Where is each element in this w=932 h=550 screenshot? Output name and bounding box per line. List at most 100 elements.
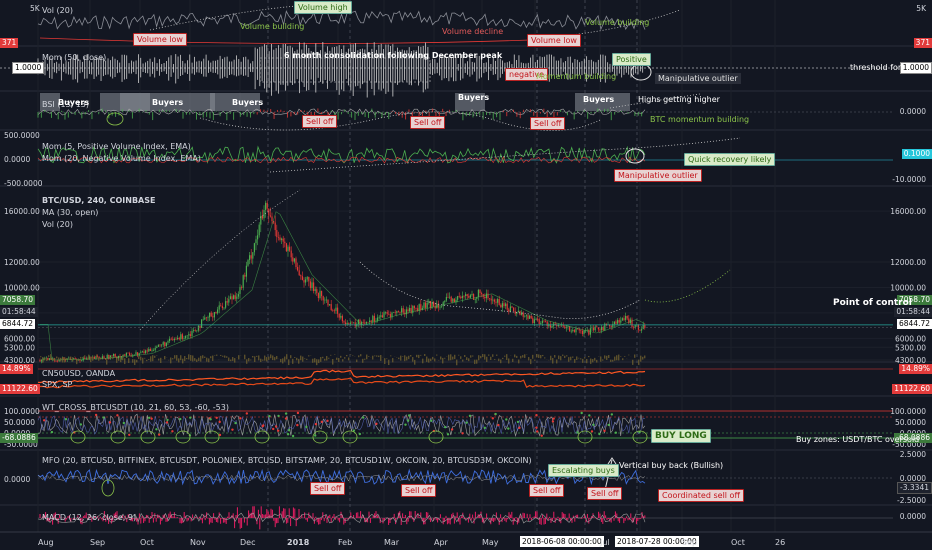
price-volume-bar — [128, 358, 130, 364]
price-volume-bar — [320, 357, 322, 362]
price-candle — [410, 307, 412, 313]
price-candle — [253, 243, 255, 253]
price-volume-bar — [136, 359, 138, 363]
price-volume-bar — [550, 355, 552, 361]
price-tick-right: 12000.00 — [890, 258, 926, 267]
price-volume-bar — [414, 359, 416, 365]
wt-cross-dot — [540, 434, 543, 437]
wt-cross-dot — [461, 432, 464, 435]
wt-cross-dot — [491, 417, 495, 420]
price-candle — [97, 356, 99, 357]
price-candle — [295, 258, 297, 268]
price-candle — [225, 301, 227, 308]
price-candle — [359, 319, 361, 325]
wt-cross-dot — [638, 431, 641, 434]
price-volume-bar — [58, 357, 60, 361]
price-volume-bar — [204, 356, 206, 358]
price-volume-bar — [196, 359, 198, 362]
price-volume-bar — [40, 356, 42, 358]
price-candle — [530, 315, 532, 319]
wt-cross-dot — [157, 433, 161, 436]
wt-cross-dot — [610, 413, 614, 416]
price-candle — [157, 344, 159, 347]
price-candle — [612, 324, 614, 327]
price-candle — [311, 282, 313, 289]
price-volume-bar — [338, 358, 340, 362]
price-candle — [433, 302, 435, 307]
price-volume-bar — [442, 357, 444, 364]
price-volume-bar — [126, 356, 128, 358]
xtick-feb: Feb — [338, 538, 353, 547]
price-candle — [604, 323, 606, 331]
price-candle — [455, 299, 457, 303]
price-candle — [597, 327, 599, 330]
price-candle — [111, 355, 113, 357]
price-candle — [535, 319, 537, 320]
ann-threshold: threshold for — [850, 63, 902, 72]
wt-cross-dot — [450, 428, 454, 431]
price-candle — [57, 360, 59, 362]
price-candle — [413, 305, 415, 309]
price-candle — [479, 289, 481, 294]
price-candle — [505, 303, 507, 307]
price-volume-bar — [90, 356, 92, 363]
price-volume-bar — [488, 354, 490, 356]
price-candle — [372, 315, 374, 323]
price-volume-bar — [398, 357, 400, 360]
wt-cross-dot — [607, 423, 610, 427]
xtick-apr: Apr — [434, 538, 448, 547]
price-candle — [313, 282, 315, 291]
price-volume-bar — [198, 357, 200, 362]
price-volume-bar — [246, 359, 248, 364]
price-candle — [522, 312, 524, 317]
price-candle — [449, 296, 451, 298]
price-volume-bar — [114, 356, 116, 358]
price-volume-bar — [130, 355, 132, 357]
mfo-title: MFO (20, BTCUSD, BITFINEX, BTCUSDT, POLO… — [42, 456, 532, 465]
price-candle — [458, 296, 460, 297]
price-candle — [39, 359, 41, 362]
price-candle — [221, 306, 223, 309]
ma-line — [40, 211, 645, 361]
price-volume-bar — [410, 355, 412, 357]
ann-positive: Positive — [612, 53, 651, 66]
price-candle — [393, 312, 395, 313]
price-candle — [549, 324, 551, 328]
price-candle — [642, 324, 644, 330]
price-candle — [401, 308, 403, 313]
price-volume-bar — [202, 355, 204, 359]
price-candle — [380, 315, 382, 317]
price-volume-bar — [194, 358, 196, 361]
price-candle — [245, 265, 247, 277]
price-volume-bar — [256, 355, 258, 357]
wt-cross-dot — [284, 417, 288, 420]
price-candle — [133, 354, 135, 356]
price-volume-bar — [582, 358, 584, 363]
price-candle — [209, 312, 211, 318]
wt-cross-dot — [518, 426, 521, 430]
price-volume-bar — [420, 354, 422, 356]
price-candle — [114, 354, 116, 358]
mom-title: Mom (50, close) — [42, 53, 107, 62]
price-candle — [586, 329, 588, 331]
price-volume-bar — [440, 356, 442, 360]
price-tick-left: 6000.00 — [4, 334, 35, 343]
xtick-jul: Jul — [600, 538, 610, 547]
wt-line-2 — [37, 415, 646, 435]
ann-negative: negative — [505, 68, 548, 81]
price-volume-bar — [230, 359, 232, 362]
price-candle — [165, 342, 167, 347]
wt-cross-dot — [79, 423, 83, 426]
buy-zone-circle — [70, 430, 86, 444]
price-candle — [543, 320, 545, 322]
mfo-line-2 — [37, 474, 646, 482]
price-candle — [241, 287, 243, 288]
wt-cross-dot — [189, 416, 192, 419]
price-volume-bar — [568, 357, 570, 362]
price-candle — [273, 221, 275, 223]
price-volume-bar — [228, 357, 230, 362]
price-candle — [452, 298, 454, 302]
price-volume-bar — [580, 358, 582, 360]
price-volume-bar — [352, 355, 354, 357]
price-candle — [434, 306, 436, 309]
